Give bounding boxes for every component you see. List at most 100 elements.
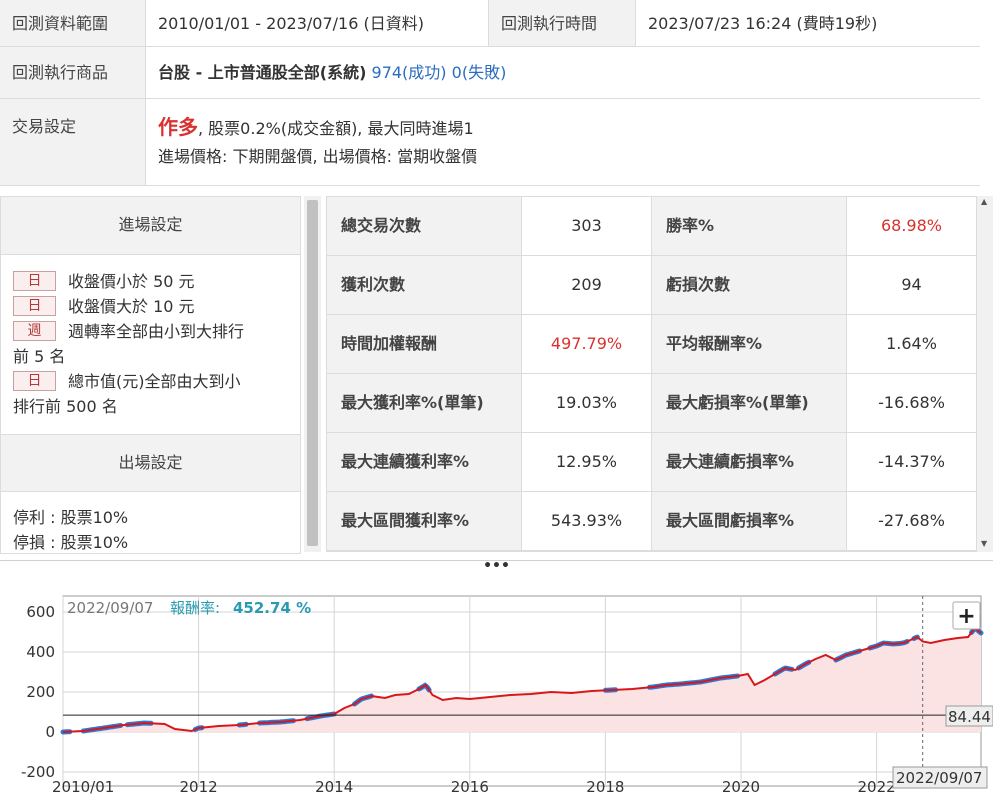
trade-line-2: 進場價格: 下期開盤價, 出場價格: 當期收盤價 — [158, 147, 478, 166]
x-axis: 2010/01 2012 2014 2016 2018 2020 2022 — [52, 778, 896, 796]
stat-value: 19.03% — [522, 374, 652, 432]
stat-label: 最大連續獲利率% — [327, 433, 522, 491]
weekly-badge: 週 — [13, 321, 56, 341]
stat-label: 時間加權報酬 — [327, 315, 522, 373]
entry-condition-2: 日收盤價大於 10 元 — [13, 294, 295, 319]
product-value: 台股 - 上市普通股全部(系統) 974(成功) 0(失敗) — [158, 47, 506, 98]
strategy-settings-panel: 進場設定 日收盤價小於 50 元 日收盤價大於 10 元 週週轉率全部由小到大排… — [0, 196, 301, 554]
stat-label: 獲利次數 — [327, 256, 522, 314]
y-tick-label: 200 — [26, 683, 55, 701]
stats-row: 最大區間獲利率% 543.93% 最大區間虧損率% -27.68% — [327, 492, 976, 551]
x-tick-label: 2012 — [180, 778, 218, 796]
condition-text: 收盤價小於 50 元 — [68, 272, 195, 291]
last-value-label: 84.44 — [948, 708, 991, 726]
daily-badge: 日 — [13, 271, 56, 291]
trade-label: 交易設定 — [0, 99, 146, 185]
stat-label: 總交易次數 — [327, 197, 522, 255]
product-name: 台股 - 上市普通股全部(系統) — [158, 63, 367, 82]
info-row-trade: 交易設定 作多, 股票0.2%(成交金額), 最大同時進場1 進場價格: 下期開… — [0, 99, 980, 186]
stat-value: 543.93% — [522, 492, 652, 550]
daily-badge: 日 — [13, 296, 56, 316]
product-label: 回測執行商品 — [0, 47, 146, 98]
settings-scrollbar-thumb[interactable] — [307, 200, 318, 546]
stats-row: 最大獲利率%(單筆) 19.03% 最大虧損率%(單筆) -16.68% — [327, 374, 976, 433]
condition-text: 週轉率全部由小到大排行 — [68, 322, 245, 341]
y-tick-label: 0 — [45, 723, 55, 741]
info-row-range: 回測資料範圍 2010/01/01 - 2023/07/16 (日資料) 回測執… — [0, 0, 980, 47]
stat-value: 94 — [901, 275, 922, 294]
stats-row: 時間加權報酬 497.79% 平均報酬率% 1.64% — [327, 315, 976, 374]
stat-value: 497.79% — [522, 315, 652, 373]
stat-label: 最大區間虧損率% — [652, 492, 847, 550]
stats-row: 最大連續獲利率% 12.95% 最大連續虧損率% -14.37% — [327, 433, 976, 492]
range-value: 2010/01/01 - 2023/07/16 (日資料) — [158, 14, 424, 33]
x-tick-label: 2018 — [586, 778, 624, 796]
chart-header-date: 2022/09/07 — [67, 599, 153, 617]
stat-value: -27.68% — [878, 511, 945, 530]
trade-direction: 作多 — [158, 115, 198, 139]
exit-settings-header: 出場設定 — [1, 434, 300, 492]
entry-condition-1: 日收盤價小於 50 元 — [13, 269, 295, 294]
last-value-tag: 84.44 — [945, 705, 993, 727]
stat-value: 209 — [522, 256, 652, 314]
exit-conditions: 停利 : 股票10% 停損 : 股票10% — [13, 505, 295, 553]
stat-value: 1.64% — [886, 334, 937, 353]
stats-row: 獲利次數 209 虧損次數 94 — [327, 256, 976, 315]
panel-splitter[interactable]: ••• — [0, 558, 993, 576]
y-axis: 600 400 200 0 -200 — [21, 603, 55, 781]
daily-badge: 日 — [13, 371, 56, 391]
trade-value: 作多, 股票0.2%(成交金額), 最大同時進場1 進場價格: 下期開盤價, 出… — [158, 113, 477, 185]
take-profit: 停利 : 股票10% — [13, 508, 129, 527]
stop-loss: 停損 : 股票10% — [13, 533, 129, 552]
condition-text: 收盤價大於 10 元 — [68, 297, 195, 316]
entry-condition-4: 日總市值(元)全部由大到小 — [13, 369, 295, 394]
x-tick-label: 2010/01 — [52, 778, 114, 796]
stat-value: -16.68% — [878, 393, 945, 412]
stats-scrollbar[interactable]: ▲ ▼ — [977, 196, 993, 552]
trade-fees: , 股票0.2%(成交金額), 最大同時進場1 — [198, 119, 474, 138]
entry-conditions: 日收盤價小於 50 元 日收盤價大於 10 元 週週轉率全部由小到大排行 前 5… — [13, 269, 295, 419]
return-area-fill — [63, 628, 981, 732]
return-line — [62, 626, 982, 733]
stat-value: 68.98% — [880, 216, 942, 235]
exec-time-label: 回測執行時間 — [488, 0, 636, 46]
stat-value: 303 — [522, 197, 652, 255]
entry-condition-3-cont: 前 5 名 — [13, 347, 66, 366]
scroll-up-icon[interactable]: ▲ — [981, 197, 988, 206]
stats-row: 總交易次數 303 勝率% 68.98% — [327, 197, 976, 256]
drag-handle-icon[interactable]: ••• — [483, 558, 510, 574]
backtest-stats-table: 總交易次數 303 勝率% 68.98% 獲利次數 209 虧損次數 94 時間加權報酬 497.… — [326, 196, 977, 552]
scroll-down-icon[interactable]: ▼ — [981, 539, 988, 548]
stat-label: 最大區間獲利率% — [327, 492, 522, 550]
zoom-in-button[interactable]: + — [952, 601, 981, 630]
stat-label: 虧損次數 — [652, 256, 847, 314]
backtest-info-table: 回測資料範圍 2010/01/01 - 2023/07/16 (日資料) 回測執… — [0, 0, 980, 186]
y-tick-label: 400 — [26, 643, 55, 661]
stat-label: 最大獲利率%(單筆) — [327, 374, 522, 432]
chart-header-value: 452.74 % — [233, 599, 311, 617]
plus-icon[interactable]: + — [957, 604, 975, 629]
chart-header-label: 報酬率: — [170, 599, 220, 617]
stat-value: -14.37% — [878, 452, 945, 471]
crosshair-date-label: 2022/09/07 — [896, 769, 982, 787]
condition-text: 總市值(元)全部由大到小 — [68, 372, 241, 391]
stat-label: 平均報酬率% — [652, 315, 847, 373]
x-tick-label: 2016 — [451, 778, 489, 796]
product-fail-count[interactable]: 0(失敗) — [451, 63, 507, 82]
trade-line-1: 作多, 股票0.2%(成交金額), 最大同時進場1 — [158, 113, 477, 143]
entry-settings-header: 進場設定 — [1, 197, 300, 255]
stat-label: 最大虧損率%(單筆) — [652, 374, 847, 432]
y-tick-label: 600 — [26, 603, 55, 621]
entry-condition-3: 週週轉率全部由小到大排行 — [13, 319, 295, 344]
stat-value: 12.95% — [522, 433, 652, 491]
range-label: 回測資料範圍 — [0, 0, 146, 46]
stat-label: 勝率% — [652, 197, 847, 255]
stat-label: 最大連續虧損率% — [652, 433, 847, 491]
x-tick-label: 2022 — [857, 778, 895, 796]
x-tick-label: 2020 — [722, 778, 760, 796]
x-tick-label: 2014 — [315, 778, 353, 796]
product-success-count[interactable]: 974(成功) — [371, 63, 447, 82]
y-tick-label: -200 — [21, 763, 55, 781]
settings-scrollbar[interactable] — [304, 196, 321, 552]
